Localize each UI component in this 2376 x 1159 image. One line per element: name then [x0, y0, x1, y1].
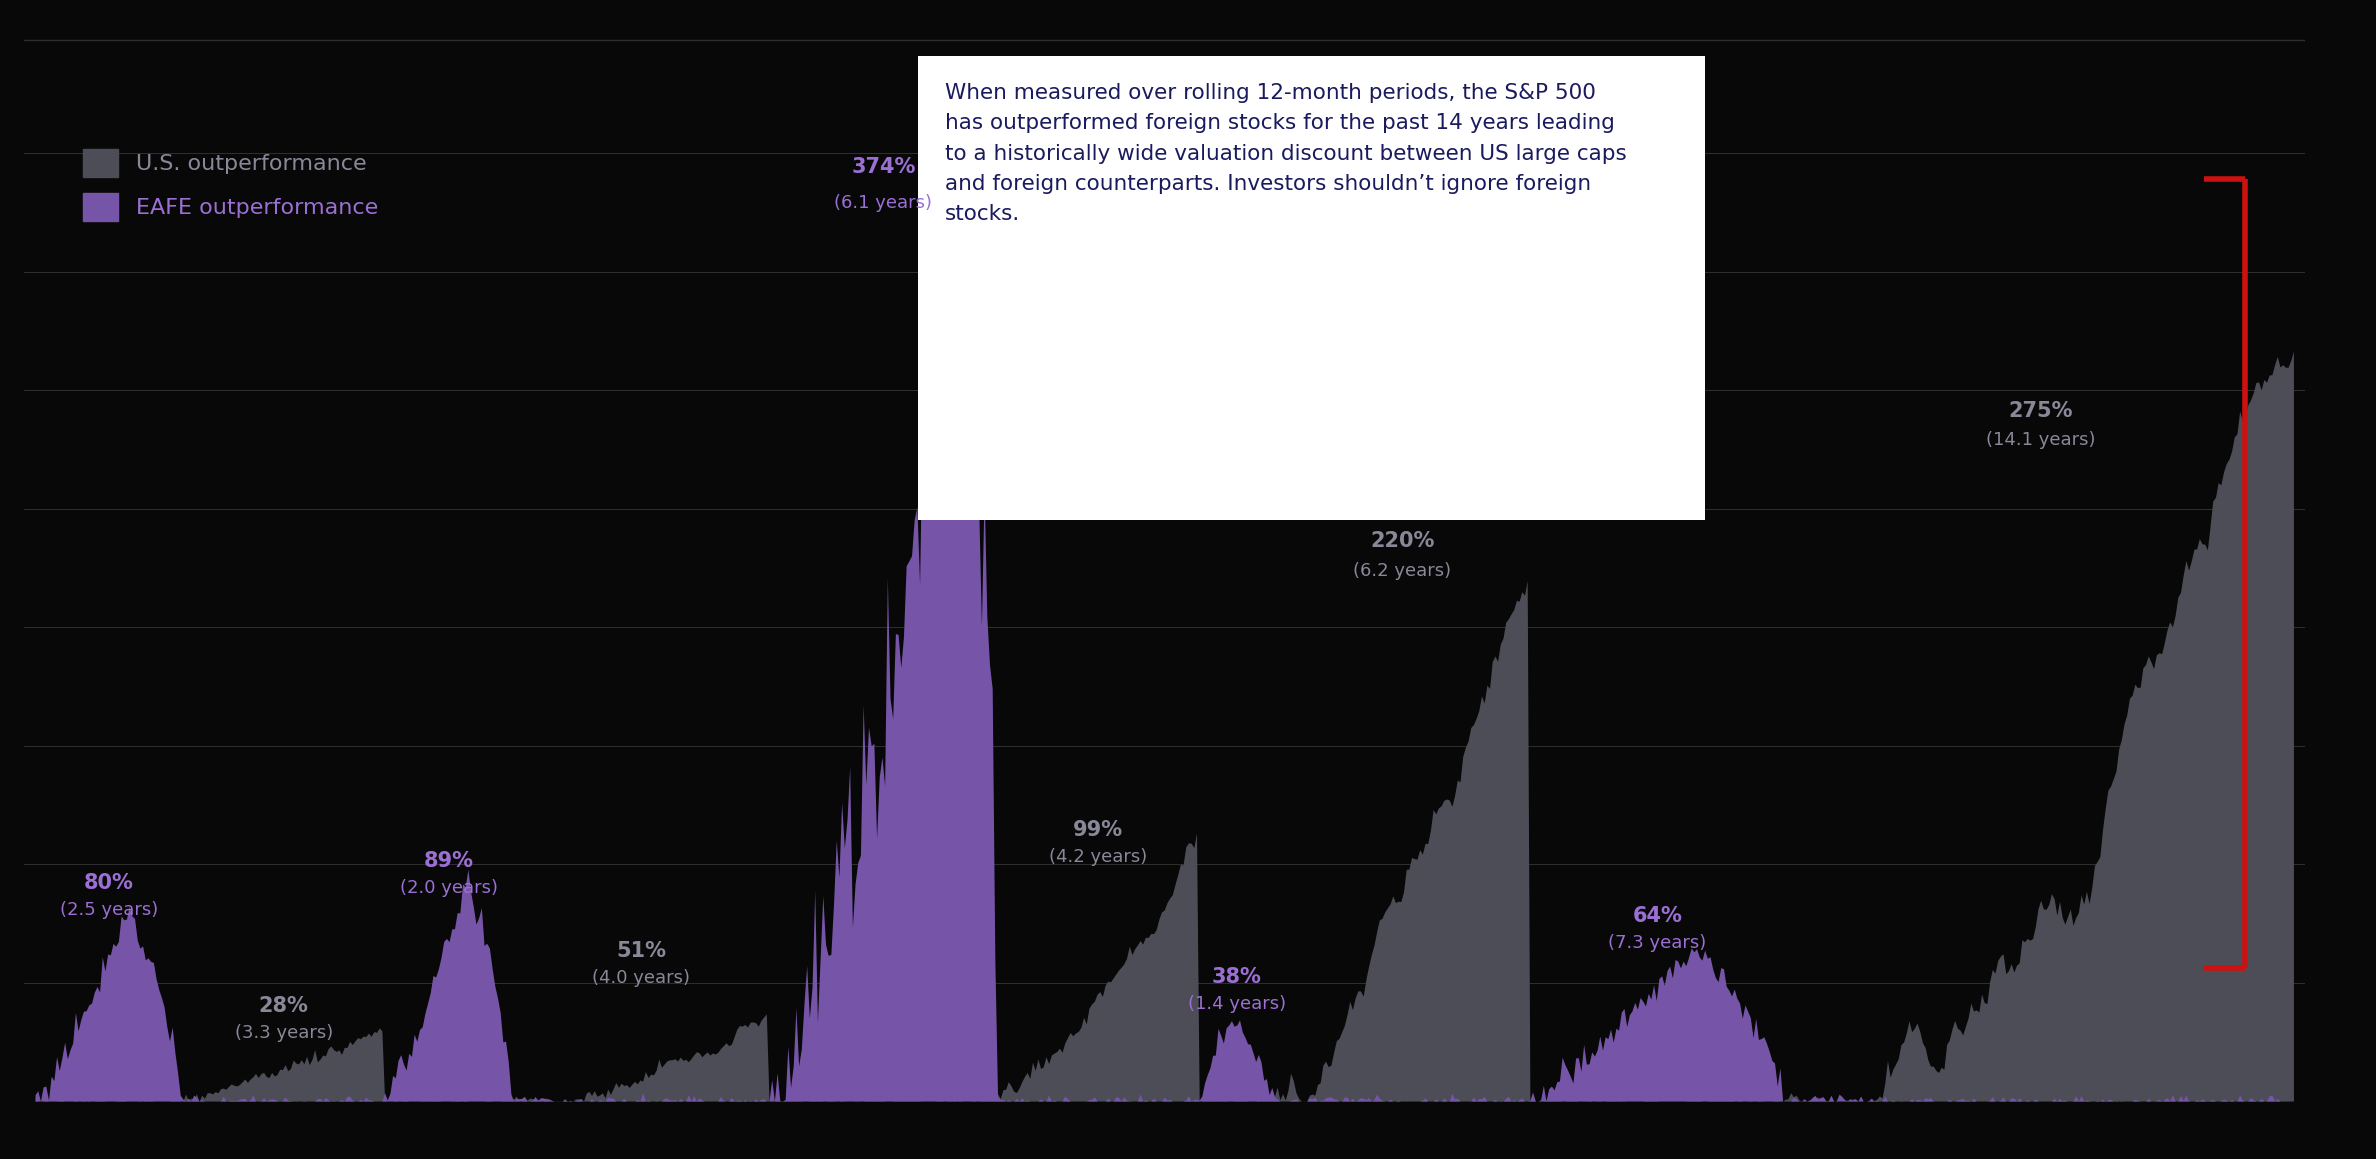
Text: (1.4 years): (1.4 years)	[1188, 996, 1285, 1013]
Text: 38%: 38%	[1212, 968, 1262, 987]
Text: 374%: 374%	[851, 156, 915, 177]
Text: (2.5 years): (2.5 years)	[59, 901, 159, 919]
Text: 99%: 99%	[1074, 821, 1124, 840]
Text: (6.1 years): (6.1 years)	[834, 195, 931, 212]
Text: (4.0 years): (4.0 years)	[592, 969, 691, 987]
Text: 275%: 275%	[2008, 401, 2072, 421]
Text: (6.2 years): (6.2 years)	[1352, 562, 1452, 580]
Text: 80%: 80%	[83, 873, 133, 892]
Legend: U.S. outperformance, EAFE outperformance: U.S. outperformance, EAFE outperformance	[76, 141, 385, 228]
Text: 28%: 28%	[259, 996, 309, 1015]
Text: 51%: 51%	[615, 941, 665, 961]
FancyBboxPatch shape	[917, 56, 1706, 520]
Text: 89%: 89%	[423, 851, 475, 872]
Text: 64%: 64%	[1632, 905, 1682, 926]
Text: (14.1 years): (14.1 years)	[1986, 431, 2096, 450]
Text: 220%: 220%	[1371, 531, 1435, 552]
Text: When measured over rolling 12-month periods, the S&P 500
has outperformed foreig: When measured over rolling 12-month peri…	[946, 82, 1628, 225]
Text: (3.3 years): (3.3 years)	[235, 1023, 333, 1042]
Text: (7.3 years): (7.3 years)	[1609, 934, 1706, 952]
Text: (4.2 years): (4.2 years)	[1050, 848, 1148, 867]
Text: (2.0 years): (2.0 years)	[399, 880, 499, 897]
